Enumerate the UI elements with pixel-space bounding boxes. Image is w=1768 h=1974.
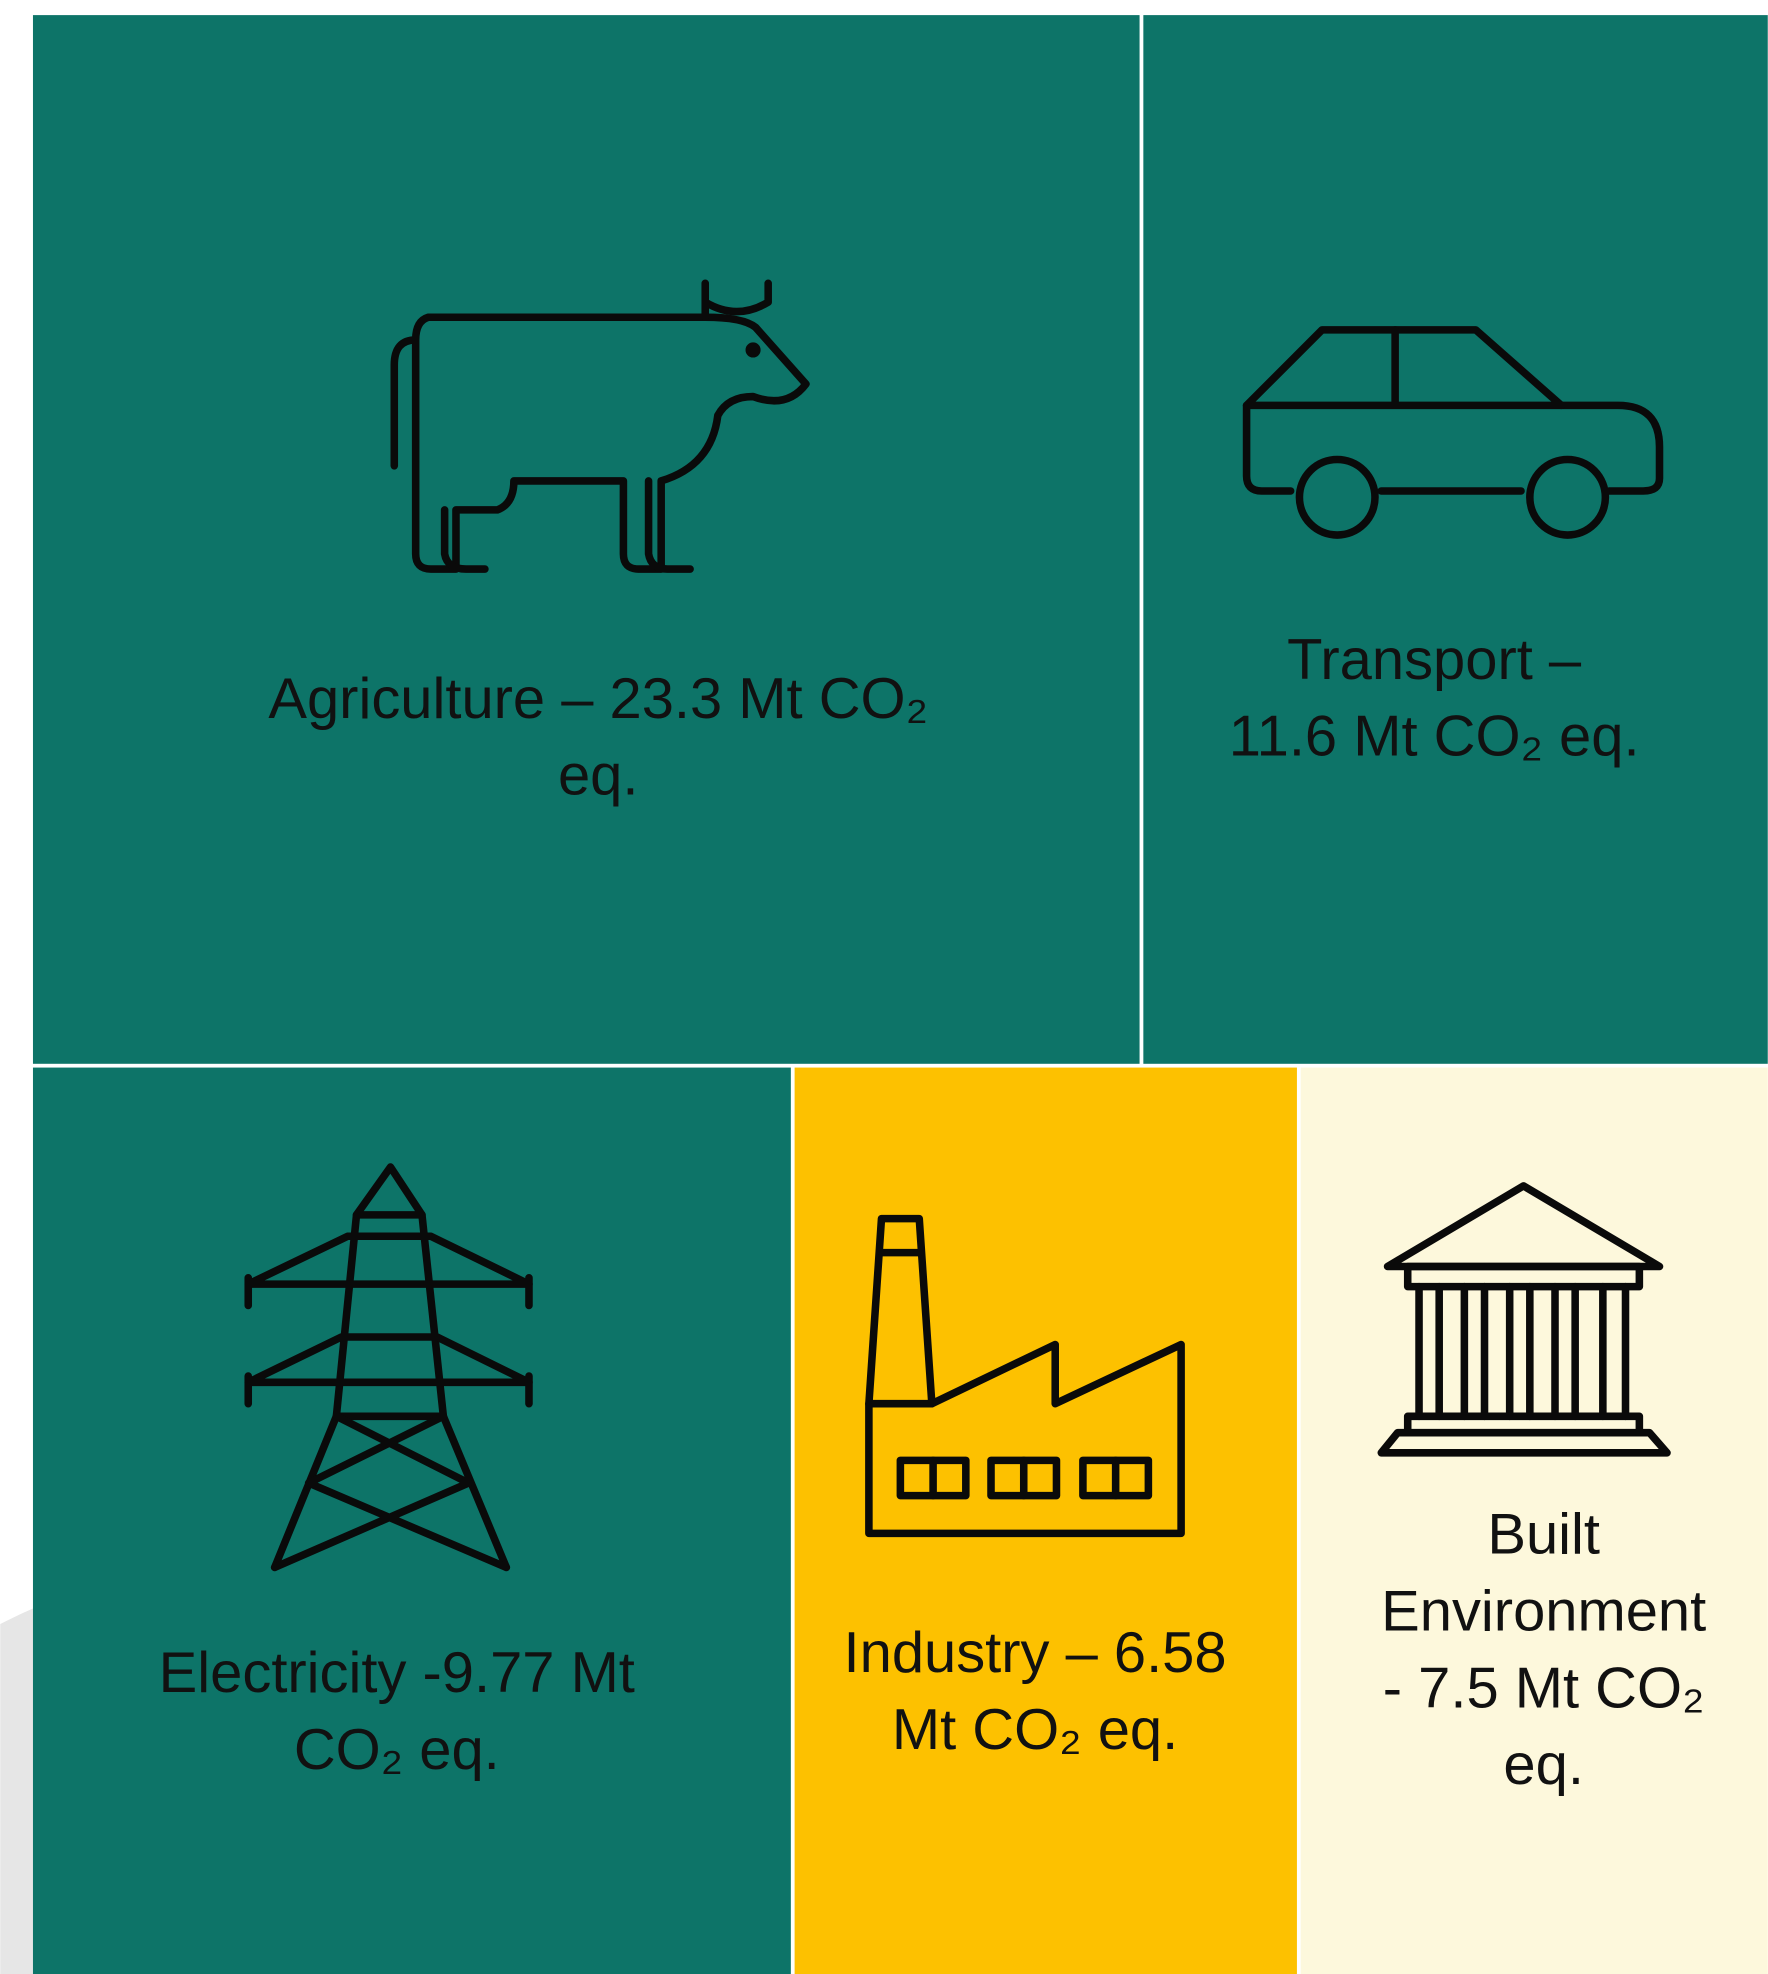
cow-icon bbox=[390, 279, 810, 573]
pylon-icon bbox=[244, 1163, 533, 1572]
tile-label: Electricity -9.77 Mt bbox=[159, 1641, 635, 1705]
tile-label: Industry – 6.58 bbox=[844, 1621, 1227, 1685]
agriculture-tile bbox=[32, 15, 1140, 1064]
tile-label: eq. bbox=[558, 744, 639, 808]
transport-tile bbox=[1143, 15, 1768, 1064]
factory-icon bbox=[865, 1214, 1185, 1538]
tile-label: Agriculture – 23.3 Mt CO₂ bbox=[268, 667, 928, 731]
tile-label: Transport – bbox=[1287, 628, 1582, 692]
car-icon bbox=[1242, 326, 1664, 539]
tile-label: - 7.5 Mt CO₂ bbox=[1383, 1656, 1705, 1720]
tile-label: Environment bbox=[1381, 1580, 1706, 1644]
built-environment-tile bbox=[1300, 1067, 1768, 1974]
tile-label: CO₂ eq. bbox=[294, 1718, 500, 1782]
tile-label: Built bbox=[1487, 1503, 1600, 1567]
building-icon bbox=[1377, 1182, 1671, 1457]
tile-label: 11.6 Mt CO₂ eq. bbox=[1229, 705, 1640, 769]
background-shape bbox=[0, 1607, 38, 1974]
tile-label: eq. bbox=[1503, 1733, 1584, 1797]
tile-label: Mt CO₂ eq. bbox=[892, 1698, 1178, 1762]
